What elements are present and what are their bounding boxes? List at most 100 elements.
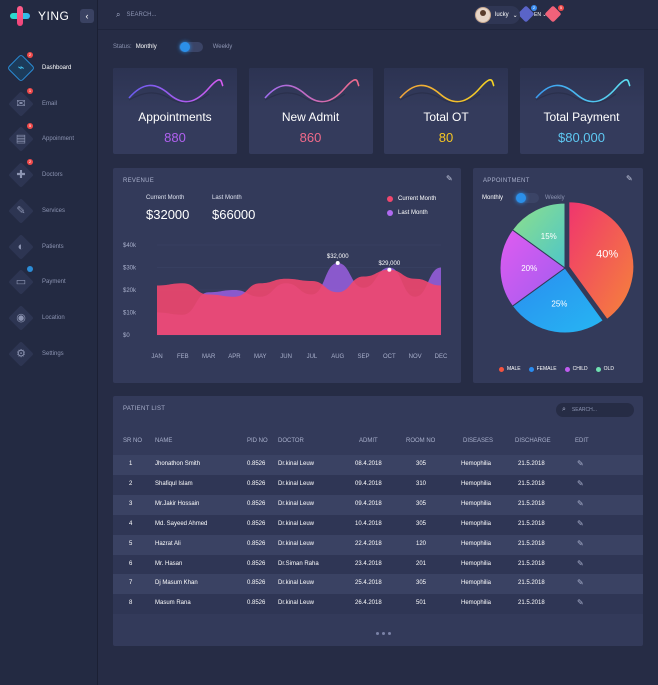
stat-card[interactable]: Total Payment $80,000 — [519, 68, 644, 154]
table-row[interactable]: 5 Hazrat Ali 0.8526 Dr.kinal Leuw 22.4.2018 1… — [113, 534, 643, 555]
sidebar-item-doctors[interactable]: ✚ 2 Doctors — [8, 159, 96, 188]
page-dot[interactable] — [376, 632, 379, 635]
pie-slice-label: 25% — [551, 299, 567, 308]
table-cell: 305 — [416, 520, 427, 527]
table-cell: Hemophilia — [461, 540, 492, 547]
pencil-icon[interactable]: ✎ — [577, 578, 584, 588]
pencil-icon[interactable]: ✎ — [577, 598, 584, 608]
pin-icon: ◉ — [8, 305, 34, 331]
appointment-toggle[interactable] — [515, 193, 540, 203]
sidebar-item-appoinment[interactable]: ▤ 5 Appoinment — [8, 123, 96, 153]
stat-card[interactable]: New Admit 860 — [248, 68, 373, 154]
table-row[interactable]: 7 Dj Masum Khan 0.8526 Dr.kinal Leuw 25.4.20… — [113, 574, 643, 595]
pagination-dots[interactable] — [376, 632, 394, 635]
table-row[interactable]: 3 Mr.Jakir Hossain 0.8526 Dr.kinal Leuw 09.4… — [113, 494, 643, 515]
column-header[interactable]: DOCTOR — [278, 438, 304, 444]
app-logo[interactable]: YING — [10, 6, 69, 26]
pencil-icon[interactable]: ✎ — [577, 558, 584, 568]
column-header[interactable]: EDIT — [575, 438, 589, 444]
revenue-panel: REVENUE ✎ Current Month $32000 Last Mont… — [113, 168, 461, 383]
sidebar-item-label: Email — [42, 100, 58, 107]
wave-icon — [263, 79, 360, 104]
stat-title: Total Payment — [543, 110, 620, 124]
appointment-toggle-alt[interactable]: Weekly — [545, 195, 565, 201]
table-row[interactable]: 6 Mr. Hasan 0.8526 Dr.Siman Raha 23.4.2018 20… — [113, 554, 643, 575]
user-name: lucky — [495, 12, 509, 18]
top-search[interactable]: ⌕ SEARCH... — [116, 10, 157, 20]
sidebar-item-payment[interactable]: ▭ Payment — [8, 266, 96, 295]
table-cell: Hemophilia — [461, 580, 492, 587]
table-row[interactable]: 2 Shafiqul Islam 0.8526 Dr.kinal Leuw 09.4.2… — [113, 474, 643, 495]
column-header[interactable]: PID NO — [247, 438, 268, 444]
sidebar-item-patients[interactable]: ◐ Patients — [8, 233, 96, 260]
table-row[interactable]: 4 Md. Sayeed Ahmed 0.8526 Dr.kinal Leuw 10.4… — [113, 514, 643, 535]
table-row[interactable]: 1 Jhonathon Smith 0.8526 Dr.kinal Leuw 08.4.… — [113, 455, 643, 475]
stat-card[interactable]: Total OT 80 — [384, 68, 508, 154]
user-menu[interactable]: lucky ⌄ — [474, 6, 520, 24]
table-cell: Shafiqul Islam — [155, 480, 193, 487]
star-icon[interactable]: 5 — [544, 5, 564, 23]
x-tick-label: JAN — [151, 354, 162, 360]
table-cell: 08.4.2018 — [355, 461, 382, 467]
search-icon: ⌕ — [562, 406, 566, 413]
pencil-icon[interactable]: ✎ — [577, 538, 584, 548]
pencil-icon[interactable]: ✎ — [577, 459, 584, 468]
table-row[interactable]: 8 Masum Rana 0.8526 Dr.kinal Leuw 26.4.2018 5… — [113, 594, 643, 615]
wave-icon — [128, 79, 224, 104]
sidebar-item-email[interactable]: ✉ 1 Email — [8, 87, 96, 117]
nav-badge: 2 — [27, 52, 33, 58]
pie-slice-female[interactable] — [511, 267, 604, 334]
legend-label: CHILD — [572, 366, 588, 372]
nav-badge: 5 — [27, 123, 33, 130]
status-alt-option[interactable]: Weekly — [212, 44, 233, 50]
pie-slice-old[interactable] — [511, 202, 566, 269]
icon-glyph: ✚ — [16, 169, 26, 182]
search-placeholder: SEARCH... — [126, 12, 157, 18]
sidebar-item-settings[interactable]: ⚙ Settings — [8, 340, 96, 367]
table-cell: 21.5.2018 — [518, 560, 545, 567]
column-header[interactable]: ADMIT — [359, 438, 378, 444]
sidebar-item-services[interactable]: ✎ Services — [8, 198, 96, 224]
wave-icon — [534, 79, 631, 104]
sidebar-item-label: Location — [42, 314, 65, 321]
pie-slice-male[interactable] — [568, 201, 635, 321]
table-cell: 21.5.2018 — [518, 480, 545, 487]
column-header[interactable]: DISCHARGE — [515, 438, 551, 444]
sidebar-item-label: Doctors — [42, 172, 63, 179]
column-header[interactable]: ROOM NO — [406, 438, 436, 444]
table-cell: Dr.kinal Leuw — [278, 580, 315, 587]
patient-search-placeholder: SEARCH... — [571, 407, 597, 413]
wave-icon — [399, 79, 495, 104]
pencil-icon[interactable]: ✎ — [446, 174, 453, 183]
pencil-icon[interactable]: ✎ — [577, 518, 584, 528]
x-tick-label: AUG — [331, 354, 344, 360]
column-header[interactable]: SR NO — [123, 438, 143, 444]
column-header[interactable]: DISEASES — [463, 438, 494, 444]
revenue-chart: $40k $30k $20k $10k $0 $32,000 $29,000 JAN FEB MA… — [123, 243, 448, 360]
table-cell: 0.8526 — [247, 461, 266, 467]
table-cell: 0.8526 — [247, 560, 266, 567]
table-cell: Dr.kinal Leuw — [278, 500, 315, 507]
stat-card[interactable]: Appointments 880 — [113, 68, 237, 154]
patient-search-input[interactable]: ⌕ SEARCH... — [556, 403, 634, 417]
chevron-left-icon[interactable]: ‹ — [80, 9, 94, 23]
peak-marker — [335, 261, 340, 265]
pencil-icon[interactable]: ✎ — [626, 174, 633, 183]
language-select[interactable]: EN ⌄ — [534, 12, 547, 18]
legend-label: OLD — [603, 366, 614, 372]
syringe-icon: ✎ — [8, 198, 34, 224]
page-dot[interactable] — [388, 632, 391, 635]
pencil-icon[interactable]: ✎ — [577, 478, 584, 488]
sidebar-item-location[interactable]: ◉ Location — [8, 305, 96, 331]
pencil-icon[interactable]: ✎ — [577, 498, 584, 508]
table-cell: 10.4.2018 — [355, 520, 382, 527]
sidebar-item-dashboard[interactable]: ⌁ 2 Dashboard — [8, 52, 96, 81]
table-cell: 120 — [416, 540, 427, 547]
column-header[interactable]: NAME — [155, 438, 173, 444]
x-tick-label: JUN — [280, 354, 292, 360]
page-dot[interactable] — [382, 632, 385, 635]
status-toggle[interactable] — [178, 42, 203, 52]
sidebar-item-label: Services — [42, 207, 66, 214]
pie-slice-child[interactable] — [499, 229, 566, 307]
user-icon[interactable]: 2 — [517, 5, 537, 23]
